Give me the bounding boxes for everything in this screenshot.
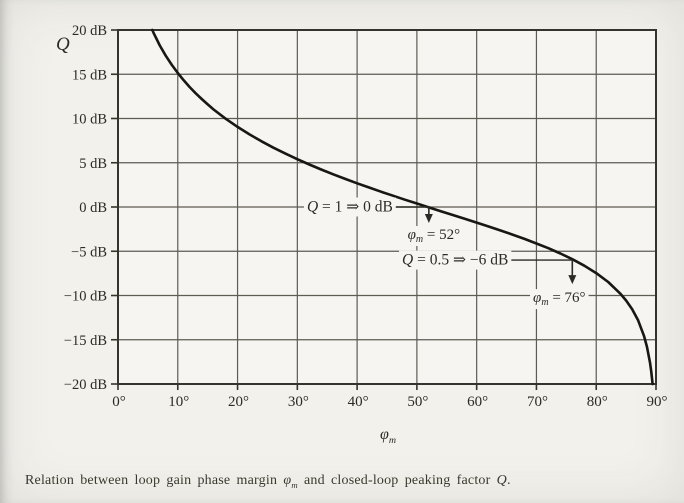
x-tick-label: 0° <box>112 394 126 410</box>
x-axis-title-sub: m <box>388 435 396 447</box>
plot-frame <box>117 29 657 385</box>
y-tick-label: −20 dB <box>64 377 107 393</box>
x-tick-label: 30° <box>288 394 309 410</box>
y-tick-label: 0 dB <box>79 200 107 216</box>
x-tick-label: 90° <box>647 394 668 410</box>
annotation-point-label: φm = 76° <box>533 290 586 308</box>
y-tick-label: 15 dB <box>72 67 107 83</box>
label-backdrop <box>399 250 512 270</box>
x-tick-label: 20° <box>228 394 249 410</box>
x-tick-label: 70° <box>527 394 548 410</box>
x-tick-label: 50° <box>407 394 428 410</box>
phase-margin-peaking-chart: 20 dB 15 dB 10 dB 5 dB 0 dB −5 dB −10 dB −15 dB… <box>64 23 668 410</box>
annotation-label: Q = 1 ⇒ 0 dB <box>307 199 393 216</box>
caption-text: . <box>506 473 511 488</box>
caption-text: Relation between loop gain phase margin <box>25 473 284 488</box>
x-tick-label: 10° <box>168 394 189 410</box>
x-axis-title-phi: φ <box>379 426 389 443</box>
x-axis-title: φm <box>352 426 424 446</box>
y-tick-label: −10 dB <box>64 289 107 305</box>
y-tick-label: 10 dB <box>72 112 107 128</box>
y-axis-title: Q <box>56 34 70 56</box>
annotation-arrowhead <box>424 214 433 223</box>
label-backdrop <box>530 289 589 310</box>
x-tick-label: 40° <box>348 394 369 410</box>
label-backdrop <box>303 197 396 217</box>
y-tick-label: 20 dB <box>72 23 107 39</box>
y-tick-label: 5 dB <box>79 156 107 172</box>
annotation-label: Q = 0.5 ⇒ −6 dB <box>402 252 508 269</box>
caption-q: Q <box>496 473 507 488</box>
x-tick-label: 80° <box>587 394 608 410</box>
annotation-point-label: φm = 52° <box>408 227 461 245</box>
caption-text: and closed-loop peaking factor <box>297 473 497 488</box>
label-backdrop <box>404 226 464 246</box>
x-tick-label: 60° <box>467 394 488 410</box>
y-axis-title-text: Q <box>56 34 70 55</box>
y-tick-label: −15 dB <box>64 333 107 349</box>
caption-phi-sub: m <box>291 479 298 490</box>
caption-phi: φ <box>283 473 292 488</box>
annotation-arrowhead <box>568 275 577 285</box>
response-curve <box>151 28 654 386</box>
y-tick-label: −5 dB <box>71 244 107 260</box>
figure-caption: Relation between loop gain phase margin … <box>25 473 668 490</box>
